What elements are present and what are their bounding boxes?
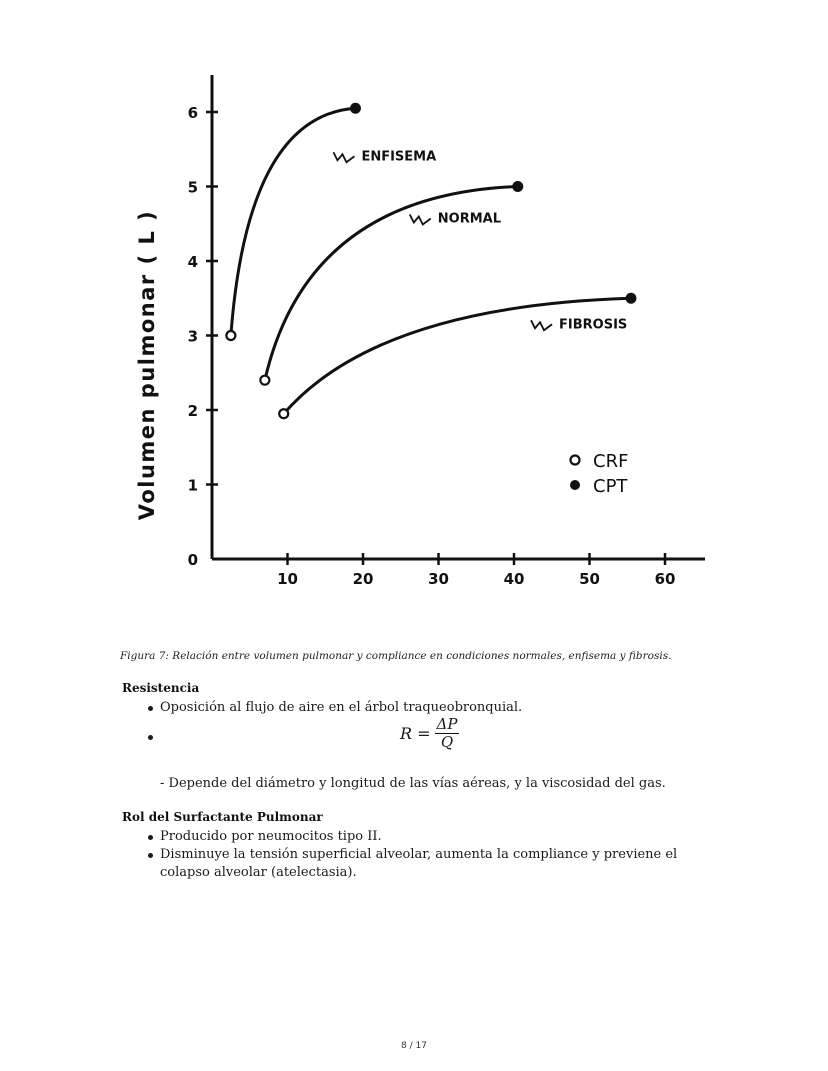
crf-point (278, 408, 290, 420)
y-tick-label: 4 (188, 253, 198, 271)
x-tick-label: 30 (428, 570, 449, 588)
resistance-note: - Depende del diámetro y longitud de las… (160, 776, 666, 791)
list-item-formula (148, 728, 522, 746)
series-label-pointer (332, 151, 355, 164)
series-label-pointer (530, 319, 553, 332)
resistance-formula: R = ΔP Q (400, 715, 460, 751)
crf-point (259, 374, 271, 386)
figure-caption: Figura 7: Relación entre volumen pulmona… (120, 650, 672, 662)
x-tick-label: 60 (655, 570, 676, 588)
series-label: FIBROSIS (559, 317, 627, 332)
list-item: Oposición al flujo de aire en el árbol t… (148, 699, 522, 717)
y-tick-label: 6 (188, 104, 198, 122)
formula-lhs: R = (400, 724, 431, 743)
series-line (282, 296, 632, 415)
y-axis-label: Volumen pulmonar ( L ) (135, 210, 159, 521)
series-label-pointer (408, 214, 432, 226)
section-title-surfactante: Rol del Surfactante Pulmonar (122, 810, 323, 824)
formula-denominator: Q (440, 733, 454, 751)
y-tick-label: 3 (188, 328, 198, 346)
series-label: NORMAL (438, 212, 501, 227)
legend-crf-marker (569, 454, 581, 466)
legend-cpt-label: CPT (593, 476, 628, 497)
cpt-point (349, 102, 361, 114)
cpt-point (625, 292, 637, 304)
x-tick-label: 20 (353, 570, 374, 588)
formula-numerator: ΔP (434, 715, 460, 734)
cpt-point (512, 181, 524, 192)
y-tick-label: 1 (188, 477, 198, 495)
x-tick-label: 40 (504, 570, 525, 588)
formula-fraction: ΔP Q (434, 715, 460, 751)
surfactante-list: Producido por neumocitos tipo II. Dismin… (148, 828, 677, 864)
y-tick-label: 0 (188, 551, 198, 569)
resistencia-list: Oposición al flujo de aire en el árbol t… (148, 699, 522, 746)
series-line (229, 106, 356, 336)
list-item-continuation: colapso alveolar (atelectasia). (160, 865, 357, 880)
series-label: ENFISEMA (361, 149, 436, 164)
legend-cpt-marker (570, 480, 580, 490)
list-item: Disminuye la tensión superficial alveola… (148, 846, 677, 864)
page-number: 8 / 17 (401, 1041, 427, 1051)
legend-crf-label: CRF (593, 451, 628, 472)
list-item: Producido por neumocitos tipo II. (148, 828, 677, 846)
lung-volume-chart: 0 1 2 3 4 5 6 10 20 30 40 50 60 Volumen pulmonar ( L … (110, 60, 720, 630)
series-line (263, 185, 518, 381)
y-tick-label: 2 (188, 402, 198, 420)
y-tick-label: 5 (188, 179, 198, 197)
x-tick-label: 50 (579, 570, 600, 588)
section-title-resistencia: Resistencia (122, 681, 200, 695)
crf-point (225, 329, 237, 342)
x-tick-label: 10 (277, 570, 298, 588)
